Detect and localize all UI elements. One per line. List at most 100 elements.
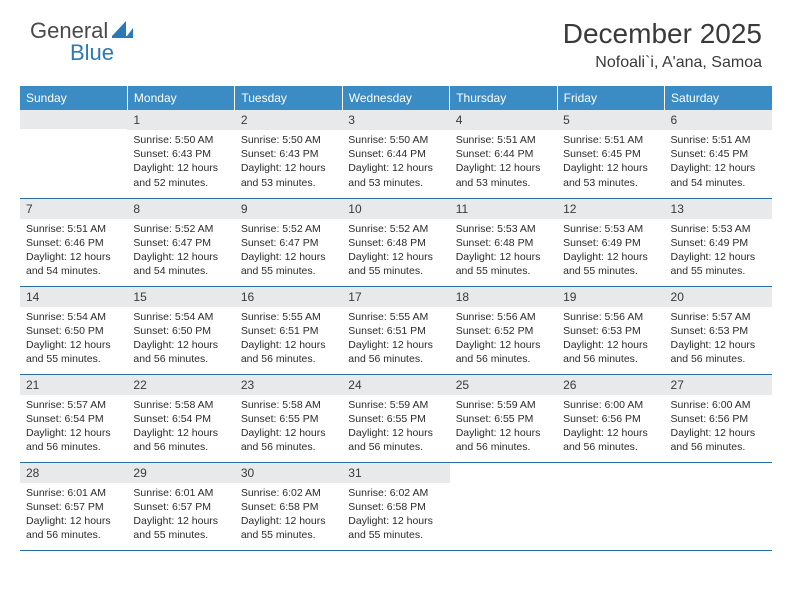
calendar-day-cell: 12Sunrise: 5:53 AMSunset: 6:49 PMDayligh… xyxy=(557,198,664,286)
day-details: Sunrise: 6:00 AMSunset: 6:56 PMDaylight:… xyxy=(665,395,772,459)
calendar-day-cell: 30Sunrise: 6:02 AMSunset: 6:58 PMDayligh… xyxy=(235,462,342,550)
month-title: December 2025 xyxy=(563,18,762,50)
day-number: 11 xyxy=(450,199,557,219)
empty-day-header xyxy=(20,110,127,129)
calendar-week-row: 14Sunrise: 5:54 AMSunset: 6:50 PMDayligh… xyxy=(20,286,772,374)
weekday-sunday: Sunday xyxy=(20,86,127,110)
calendar-day-cell: 8Sunrise: 5:52 AMSunset: 6:47 PMDaylight… xyxy=(127,198,234,286)
calendar-day-cell: 6Sunrise: 5:51 AMSunset: 6:45 PMDaylight… xyxy=(665,110,772,198)
day-details: Sunrise: 5:55 AMSunset: 6:51 PMDaylight:… xyxy=(342,307,449,371)
day-number: 12 xyxy=(557,199,664,219)
day-details: Sunrise: 5:51 AMSunset: 6:45 PMDaylight:… xyxy=(557,130,664,194)
day-number: 14 xyxy=(20,287,127,307)
day-details: Sunrise: 5:56 AMSunset: 6:53 PMDaylight:… xyxy=(557,307,664,371)
day-number: 20 xyxy=(665,287,772,307)
day-number: 25 xyxy=(450,375,557,395)
weekday-monday: Monday xyxy=(127,86,234,110)
calendar-day-cell xyxy=(450,462,557,550)
day-number: 16 xyxy=(235,287,342,307)
day-details: Sunrise: 5:52 AMSunset: 6:47 PMDaylight:… xyxy=(235,219,342,283)
calendar-day-cell: 18Sunrise: 5:56 AMSunset: 6:52 PMDayligh… xyxy=(450,286,557,374)
calendar-day-cell: 2Sunrise: 5:50 AMSunset: 6:43 PMDaylight… xyxy=(235,110,342,198)
calendar-table: Sunday Monday Tuesday Wednesday Thursday… xyxy=(20,86,772,551)
calendar-day-cell: 14Sunrise: 5:54 AMSunset: 6:50 PMDayligh… xyxy=(20,286,127,374)
day-details: Sunrise: 5:59 AMSunset: 6:55 PMDaylight:… xyxy=(450,395,557,459)
logo-sail-icon xyxy=(112,20,134,43)
day-details: Sunrise: 5:51 AMSunset: 6:45 PMDaylight:… xyxy=(665,130,772,194)
weekday-wednesday: Wednesday xyxy=(342,86,449,110)
calendar-day-cell: 4Sunrise: 5:51 AMSunset: 6:44 PMDaylight… xyxy=(450,110,557,198)
calendar-week-row: 7Sunrise: 5:51 AMSunset: 6:46 PMDaylight… xyxy=(20,198,772,286)
day-number: 2 xyxy=(235,110,342,130)
day-details: Sunrise: 6:00 AMSunset: 6:56 PMDaylight:… xyxy=(557,395,664,459)
weekday-saturday: Saturday xyxy=(665,86,772,110)
day-number: 9 xyxy=(235,199,342,219)
day-number: 7 xyxy=(20,199,127,219)
day-details: Sunrise: 5:52 AMSunset: 6:48 PMDaylight:… xyxy=(342,219,449,283)
day-number: 15 xyxy=(127,287,234,307)
day-details: Sunrise: 5:57 AMSunset: 6:54 PMDaylight:… xyxy=(20,395,127,459)
header: General Blue December 2025 Nofoali`i, A'… xyxy=(0,0,792,80)
weekday-thursday: Thursday xyxy=(450,86,557,110)
day-details: Sunrise: 6:02 AMSunset: 6:58 PMDaylight:… xyxy=(342,483,449,547)
calendar-day-cell: 17Sunrise: 5:55 AMSunset: 6:51 PMDayligh… xyxy=(342,286,449,374)
calendar-body: 1Sunrise: 5:50 AMSunset: 6:43 PMDaylight… xyxy=(20,110,772,550)
calendar-day-cell: 24Sunrise: 5:59 AMSunset: 6:55 PMDayligh… xyxy=(342,374,449,462)
day-details: Sunrise: 5:59 AMSunset: 6:55 PMDaylight:… xyxy=(342,395,449,459)
day-number: 1 xyxy=(127,110,234,130)
weekday-header-row: Sunday Monday Tuesday Wednesday Thursday… xyxy=(20,86,772,110)
day-details: Sunrise: 5:58 AMSunset: 6:55 PMDaylight:… xyxy=(235,395,342,459)
day-number: 4 xyxy=(450,110,557,130)
calendar-day-cell: 3Sunrise: 5:50 AMSunset: 6:44 PMDaylight… xyxy=(342,110,449,198)
calendar-day-cell: 27Sunrise: 6:00 AMSunset: 6:56 PMDayligh… xyxy=(665,374,772,462)
day-number: 10 xyxy=(342,199,449,219)
calendar-day-cell: 15Sunrise: 5:54 AMSunset: 6:50 PMDayligh… xyxy=(127,286,234,374)
calendar-day-cell: 10Sunrise: 5:52 AMSunset: 6:48 PMDayligh… xyxy=(342,198,449,286)
calendar-week-row: 1Sunrise: 5:50 AMSunset: 6:43 PMDaylight… xyxy=(20,110,772,198)
day-number: 19 xyxy=(557,287,664,307)
calendar-day-cell: 29Sunrise: 6:01 AMSunset: 6:57 PMDayligh… xyxy=(127,462,234,550)
location-text: Nofoali`i, A'ana, Samoa xyxy=(563,54,762,72)
calendar-day-cell: 26Sunrise: 6:00 AMSunset: 6:56 PMDayligh… xyxy=(557,374,664,462)
calendar-day-cell: 5Sunrise: 5:51 AMSunset: 6:45 PMDaylight… xyxy=(557,110,664,198)
day-number: 13 xyxy=(665,199,772,219)
day-details: Sunrise: 5:53 AMSunset: 6:49 PMDaylight:… xyxy=(665,219,772,283)
day-details: Sunrise: 6:01 AMSunset: 6:57 PMDaylight:… xyxy=(127,483,234,547)
day-details: Sunrise: 5:50 AMSunset: 6:44 PMDaylight:… xyxy=(342,130,449,194)
calendar-day-cell: 9Sunrise: 5:52 AMSunset: 6:47 PMDaylight… xyxy=(235,198,342,286)
day-details: Sunrise: 6:01 AMSunset: 6:57 PMDaylight:… xyxy=(20,483,127,547)
weekday-friday: Friday xyxy=(557,86,664,110)
day-number: 29 xyxy=(127,463,234,483)
calendar-day-cell: 31Sunrise: 6:02 AMSunset: 6:58 PMDayligh… xyxy=(342,462,449,550)
day-number: 18 xyxy=(450,287,557,307)
day-details: Sunrise: 5:57 AMSunset: 6:53 PMDaylight:… xyxy=(665,307,772,371)
calendar-day-cell: 1Sunrise: 5:50 AMSunset: 6:43 PMDaylight… xyxy=(127,110,234,198)
day-details: Sunrise: 5:58 AMSunset: 6:54 PMDaylight:… xyxy=(127,395,234,459)
calendar-day-cell xyxy=(20,110,127,198)
calendar-day-cell xyxy=(557,462,664,550)
title-block: December 2025 Nofoali`i, A'ana, Samoa xyxy=(563,18,762,72)
calendar-day-cell: 13Sunrise: 5:53 AMSunset: 6:49 PMDayligh… xyxy=(665,198,772,286)
day-number: 23 xyxy=(235,375,342,395)
day-number: 22 xyxy=(127,375,234,395)
day-details: Sunrise: 5:54 AMSunset: 6:50 PMDaylight:… xyxy=(20,307,127,371)
calendar-day-cell: 22Sunrise: 5:58 AMSunset: 6:54 PMDayligh… xyxy=(127,374,234,462)
calendar-day-cell: 21Sunrise: 5:57 AMSunset: 6:54 PMDayligh… xyxy=(20,374,127,462)
calendar-week-row: 28Sunrise: 6:01 AMSunset: 6:57 PMDayligh… xyxy=(20,462,772,550)
day-details: Sunrise: 5:50 AMSunset: 6:43 PMDaylight:… xyxy=(127,130,234,194)
day-details: Sunrise: 6:02 AMSunset: 6:58 PMDaylight:… xyxy=(235,483,342,547)
day-number: 31 xyxy=(342,463,449,483)
day-number: 8 xyxy=(127,199,234,219)
day-details: Sunrise: 5:55 AMSunset: 6:51 PMDaylight:… xyxy=(235,307,342,371)
calendar-day-cell: 19Sunrise: 5:56 AMSunset: 6:53 PMDayligh… xyxy=(557,286,664,374)
day-details: Sunrise: 5:51 AMSunset: 6:44 PMDaylight:… xyxy=(450,130,557,194)
logo-text-blue: Blue xyxy=(70,40,114,66)
day-number: 3 xyxy=(342,110,449,130)
day-number: 27 xyxy=(665,375,772,395)
day-number: 28 xyxy=(20,463,127,483)
day-number: 21 xyxy=(20,375,127,395)
day-number: 30 xyxy=(235,463,342,483)
calendar-day-cell xyxy=(665,462,772,550)
calendar-day-cell: 16Sunrise: 5:55 AMSunset: 6:51 PMDayligh… xyxy=(235,286,342,374)
weekday-tuesday: Tuesday xyxy=(235,86,342,110)
